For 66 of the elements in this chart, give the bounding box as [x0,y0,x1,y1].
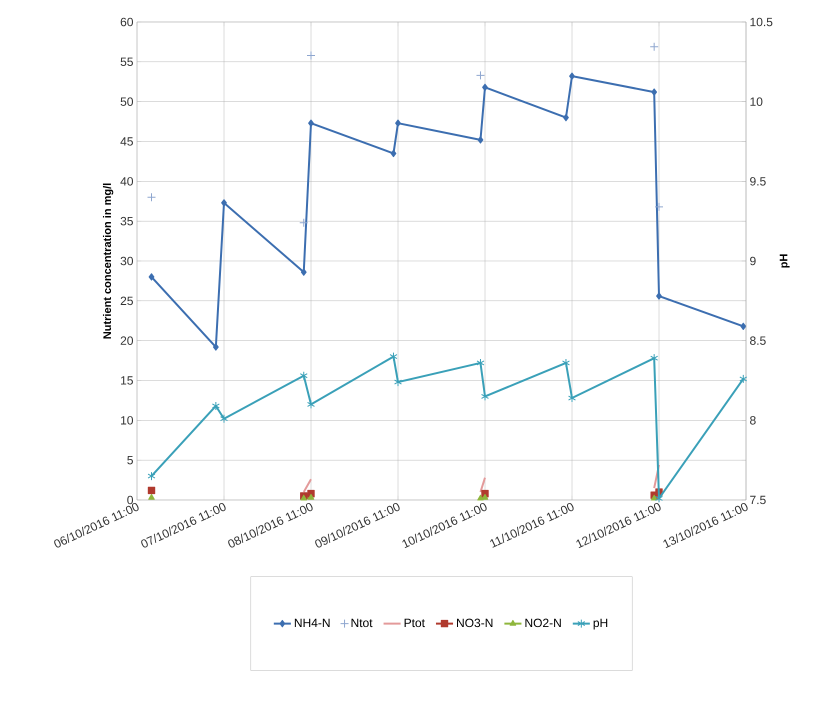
point [476,358,484,368]
y2-tick-label: 7.5 [750,496,766,504]
point [148,273,154,281]
point [299,218,308,228]
legend-label: NO3-N [457,618,492,628]
y-tick-label: 50 [120,97,134,106]
point [212,343,219,351]
y-tick-label: 20 [120,336,134,345]
point [148,494,155,500]
legend-label: NO2-N [525,618,561,628]
y-tick-label: 35 [120,216,133,226]
y2-tick-label: 8 [750,416,756,425]
y2-axis-title: pH [780,254,790,268]
point [390,150,396,158]
point [478,136,484,144]
point [394,378,402,387]
point [307,400,315,409]
y2-tick-label: 8.5 [750,336,766,345]
point [390,352,398,362]
y2-tick-label: 10 [750,97,762,106]
point [308,494,314,500]
point [300,494,308,500]
point [308,119,314,127]
y-tick-label: 60 [120,18,134,26]
point [739,374,748,384]
y2-tick-label: 10.5 [750,18,772,26]
legend-label: NH4-N [294,618,330,627]
point [220,414,228,424]
point [306,50,316,60]
y2-tick-label: 9 [750,256,756,266]
point [477,494,484,500]
point [221,199,227,207]
point [212,401,220,410]
point [148,472,156,481]
point [148,486,156,494]
y-tick-label: 5 [127,456,133,464]
point [395,119,401,127]
point [651,88,658,96]
y-tick-label: 25 [120,296,133,306]
point [562,358,570,368]
y-tick-label: 10 [121,416,134,425]
point [563,114,569,122]
point [482,84,488,92]
y-tick-label: 40 [120,177,134,186]
point [569,72,575,80]
y-tick-label: 15 [121,376,133,385]
point [650,494,658,500]
point [300,371,308,380]
point [740,322,746,330]
y-tick-label: 45 [120,137,133,146]
point [568,394,576,403]
point [482,494,488,500]
y-tick-label: 0 [127,496,134,504]
point [300,268,307,276]
y-axis-title: Nutrient concentration in mg/l [102,184,114,338]
point [476,70,485,80]
legend-label: Ntot [352,618,372,628]
legend-label: pH [594,618,608,630]
y-tick-label: 30 [120,256,134,266]
point [147,192,156,202]
y2-tick-label: 9.5 [750,177,766,186]
point [656,292,662,300]
point [650,42,659,52]
y-tick-label: 55 [120,58,133,66]
point [654,202,664,212]
legend-label: Ptot [404,618,425,628]
